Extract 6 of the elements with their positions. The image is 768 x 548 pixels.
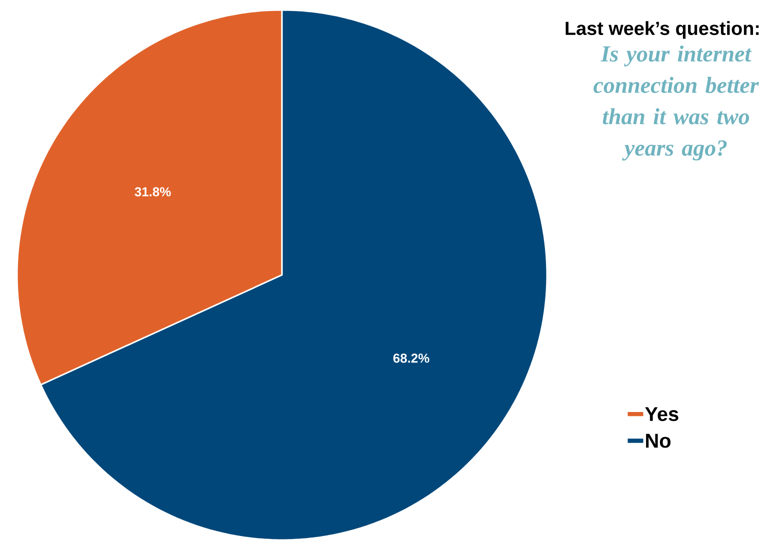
text: Is your internet connection better than it was two years ago? bbox=[594, 46, 759, 161]
data-label: 31.8% bbox=[134, 187, 171, 196]
legend-label: Yes bbox=[645, 407, 678, 422]
data-label: 68.2% bbox=[393, 354, 430, 363]
legend-label: No bbox=[646, 434, 671, 448]
text: Last week’s question: bbox=[566, 21, 759, 39]
